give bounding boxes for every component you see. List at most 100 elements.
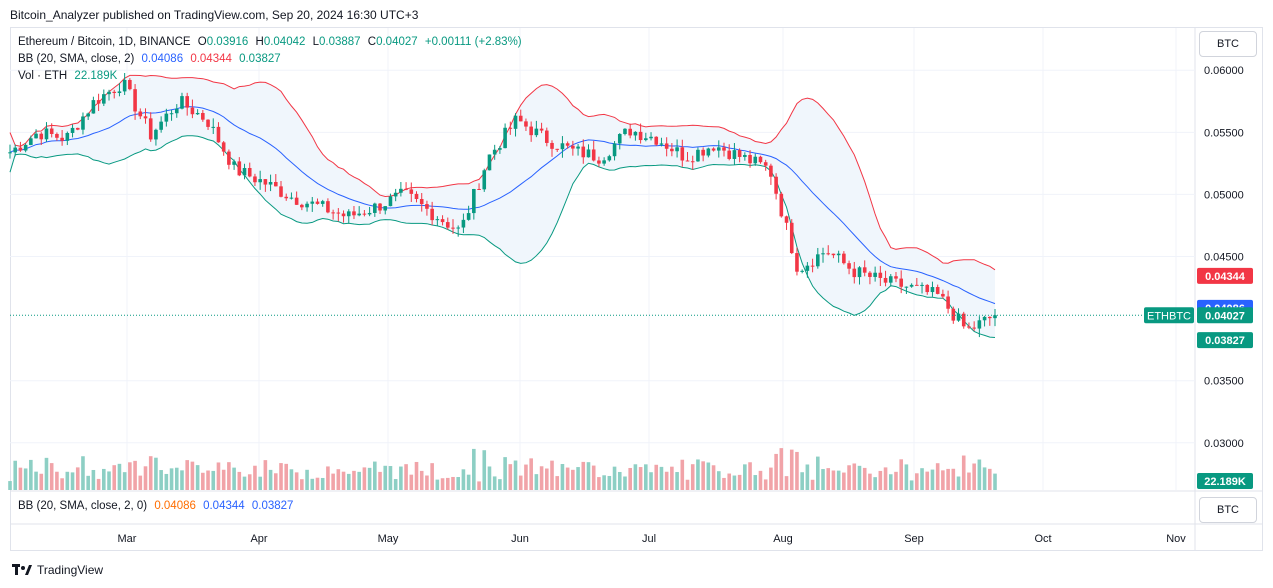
candle-body [211, 126, 216, 128]
lower-bb-lower: 0.03827 [251, 500, 294, 512]
volume-bar [185, 460, 189, 490]
candle-body [894, 276, 898, 279]
y-tick-label: 0.03000 [1204, 438, 1244, 450]
candle-body [899, 278, 903, 287]
volume-bar [461, 469, 466, 490]
volume-bar [565, 467, 570, 490]
high-value: 0.04042 [263, 36, 306, 48]
candle-body [763, 162, 768, 166]
volume-bar [967, 472, 971, 490]
volume-bar [862, 467, 867, 490]
candle-body [685, 160, 690, 162]
candle-body [472, 188, 476, 214]
candle-body [23, 144, 28, 151]
volume-bar [378, 471, 382, 490]
volume-bar [315, 477, 320, 490]
candle-body [399, 188, 403, 193]
volume-bar [857, 465, 862, 490]
volume-bar [852, 463, 857, 490]
candle-body [440, 219, 445, 223]
volume-bar [878, 470, 883, 490]
volume-bar [810, 479, 815, 490]
volume-bar [148, 456, 153, 490]
volume-bar [195, 465, 200, 490]
volume-bar [247, 474, 252, 490]
volume-bar [435, 479, 440, 490]
candle-body [190, 107, 195, 115]
bb-label: BB (20, SMA, close, 2) [18, 53, 135, 65]
lower-bb-legend[interactable]: BB (20, SMA, close, 2, 0) 0.04086 0.0434… [18, 500, 297, 512]
candle-body [242, 167, 247, 176]
bb-legend[interactable]: BB (20, SMA, close, 2) 0.04086 0.04344 0… [18, 53, 285, 65]
candle-body [91, 100, 96, 114]
y-tick-label: 0.06000 [1204, 65, 1244, 77]
volume-bar [237, 471, 242, 490]
candle-body [133, 89, 137, 112]
candle-body [941, 293, 945, 297]
candle-body [612, 143, 617, 157]
volume-bar [748, 462, 752, 490]
volume-bar [784, 476, 789, 490]
volume-bar [326, 466, 330, 490]
volume-bar [544, 468, 549, 490]
low-value: 0.03887 [319, 36, 361, 48]
candle-body [748, 154, 752, 164]
lower-bb-upper: 0.04344 [203, 500, 245, 512]
candle-body [774, 176, 778, 194]
lower-price-label: 0.03827 [1205, 335, 1245, 347]
candle-body [706, 148, 711, 156]
candle-body [727, 150, 732, 159]
volume-bar [284, 463, 289, 490]
lower-price-label-bg [1197, 332, 1253, 349]
currency-button-top[interactable]: BTC [1199, 31, 1257, 57]
candle-body [555, 148, 560, 150]
volume-bar [894, 471, 898, 490]
candle-body [117, 91, 122, 93]
volume-bar [263, 460, 268, 490]
volume-bar [482, 450, 487, 490]
candle-body [993, 315, 997, 319]
tradingview-brand[interactable]: TradingView [12, 563, 103, 577]
candle-body [925, 284, 930, 293]
volume-bar [75, 467, 80, 490]
y-tick-label: 0.04500 [1204, 252, 1244, 264]
volume-bar [623, 476, 627, 490]
volume-bar [607, 475, 612, 490]
candle-body [201, 112, 205, 120]
volume-bar [362, 467, 367, 490]
currency-button-bottom[interactable]: BTC [1199, 497, 1257, 523]
volume-bar [492, 476, 497, 490]
candle-body [49, 128, 54, 134]
volume-bar [477, 481, 481, 490]
volume-bar [581, 461, 586, 490]
candle-body [263, 179, 268, 185]
volume-bar [310, 478, 315, 490]
volume-bar [868, 473, 872, 490]
volume-bar [696, 459, 700, 490]
candle-body [451, 227, 455, 229]
candle-body [232, 161, 236, 165]
candle-body [169, 113, 174, 115]
last-price-label-bg [1197, 307, 1253, 324]
volume-bar [174, 467, 179, 490]
candle-body [331, 212, 335, 214]
volume-bar [112, 465, 117, 490]
candle-body [852, 268, 857, 278]
volume-bar [550, 460, 554, 490]
volume-bar [534, 474, 539, 490]
candle-body [842, 253, 846, 264]
candle-body [102, 94, 106, 104]
volume-bar [39, 473, 44, 490]
candle-body [904, 286, 909, 288]
volume-bar [972, 463, 976, 490]
volume-bar [946, 468, 950, 490]
candle-body [909, 284, 914, 287]
candle-body [75, 127, 80, 130]
volume-bar [664, 471, 669, 490]
volume-bar [352, 470, 356, 490]
volume-legend[interactable]: Vol · ETH 22.189K [18, 70, 121, 82]
candle-body [435, 219, 440, 221]
candle-body [253, 176, 257, 183]
candle-body [826, 253, 831, 255]
